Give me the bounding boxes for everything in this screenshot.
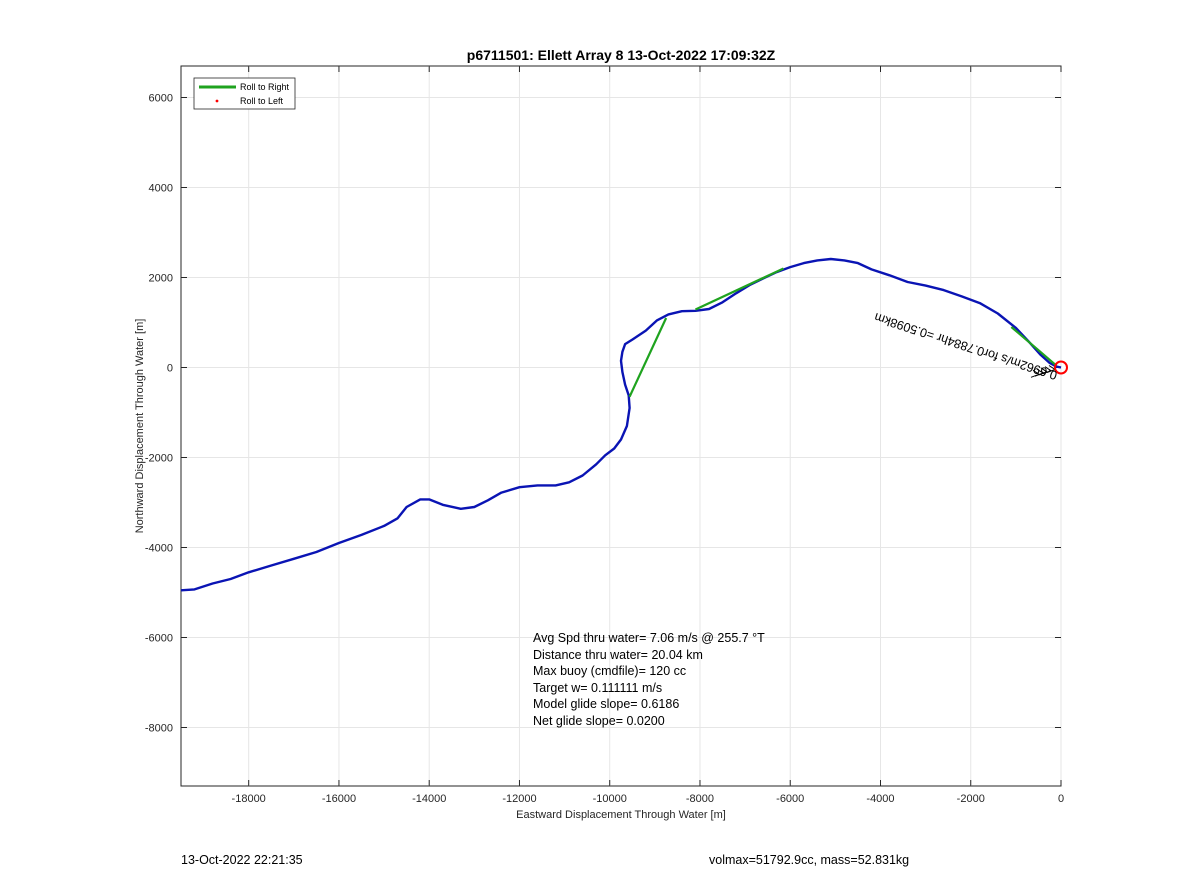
y-tick-label: -2000: [145, 453, 173, 465]
x-tick-label: 0: [1058, 793, 1064, 805]
x-tick-label: -14000: [412, 793, 446, 805]
x-tick-label: -10000: [593, 793, 627, 805]
stat-line: Distance thru water= 20.04 km: [533, 648, 703, 662]
y-tick-label: -8000: [145, 723, 173, 735]
footer-mass-info: volmax=51792.9cc, mass=52.831kg: [709, 853, 910, 867]
x-tick-label: -12000: [502, 793, 536, 805]
x-tick-label: -18000: [232, 793, 266, 805]
x-tick-label: -2000: [957, 793, 985, 805]
axis-ticks: -18000 -16000 -14000 -12000 -10000 -8000 -6000…: [145, 66, 1064, 805]
legend-label-roll-right: Roll to Right: [240, 82, 290, 92]
series: [180, 257, 1068, 592]
stat-line: Max buoy (cmdfile)= 120 cc: [533, 664, 686, 678]
plot-area: [180, 65, 1062, 787]
legend-dot-roll-left: [215, 99, 219, 103]
roll-right-segment: [628, 317, 668, 398]
current-arrow: [1030, 369, 1041, 378]
legend: Roll to Right Roll to Left: [193, 77, 296, 110]
stat-line: Net glide slope= 0.0200: [533, 714, 665, 728]
grid: [181, 66, 1062, 786]
y-tick-label: 0: [167, 363, 173, 375]
stat-line: Avg Spd thru water= 7.06 m/s @ 255.7 °T: [533, 631, 765, 645]
start-marker: [1054, 360, 1068, 375]
track-line: [180, 257, 1062, 592]
y-tick-label: 4000: [149, 183, 173, 195]
roll-right-segment: [694, 267, 784, 311]
legend-label-roll-left: Roll to Left: [240, 96, 284, 106]
legend-box: [193, 77, 296, 110]
x-tick-label: -6000: [776, 793, 804, 805]
footer-timestamp: 13-Oct-2022 22:21:35: [181, 853, 303, 867]
roll-right-segment: [1010, 326, 1058, 367]
x-axis-label: Eastward Displacement Through Water [m]: [516, 809, 726, 821]
y-tick-label: 2000: [149, 273, 173, 285]
x-tick-label: -8000: [686, 793, 714, 805]
stat-line: Target w= 0.111111 m/s: [533, 681, 662, 695]
chart-title: p6711501: Ellett Array 8 13-Oct-2022 17:…: [467, 47, 776, 63]
y-tick-label: -4000: [145, 543, 173, 555]
y-axis-label: Northward Displacement Through Water [m]: [134, 319, 146, 534]
stat-line: Model glide slope= 0.6186: [533, 697, 679, 711]
y-tick-label: -6000: [145, 633, 173, 645]
x-tick-label: -4000: [866, 793, 894, 805]
y-tick-label: 6000: [149, 93, 173, 105]
stats-block: Avg Spd thru water= 7.06 m/s @ 255.7 °T …: [533, 631, 765, 728]
x-tick-label: -16000: [322, 793, 356, 805]
